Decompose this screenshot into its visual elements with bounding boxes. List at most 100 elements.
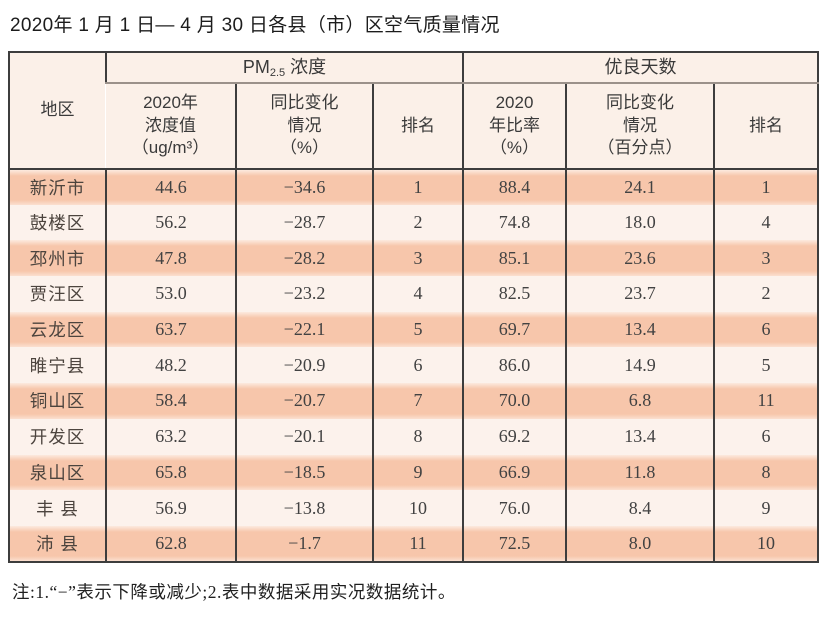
col-header-pm-change: 同比变化 情况 （%） <box>235 83 373 170</box>
footnote: 注:1.“−”表示下降或减少;2.表中数据采用实况数据统计。 <box>12 581 456 602</box>
pm-value-cell: 63.2 <box>105 418 236 455</box>
days-rank-cell: 2 <box>712 276 819 312</box>
table-row: 泉山区 65.8 −18.5 9 66.9 11.8 8 <box>9 454 819 491</box>
pm-change-cell: −28.2 <box>235 240 373 277</box>
days-rank-cell: 5 <box>712 347 819 384</box>
region-cell: 丰 县 <box>9 490 106 526</box>
table-row: 云龙区 63.7 −22.1 5 69.7 13.4 6 <box>9 311 819 348</box>
pm-change-cell: −18.5 <box>235 454 373 491</box>
days-ratio-cell: 72.5 <box>462 525 566 562</box>
region-cell: 新沂市 <box>9 169 106 205</box>
col-header-pm-rank: 排名 <box>372 83 463 170</box>
table-row: 丰 县 56.9 −13.8 10 76.0 8.4 9 <box>9 490 819 526</box>
days-ratio-cell: 76.0 <box>462 490 566 526</box>
days-rank-cell: 8 <box>712 454 819 491</box>
pm-rank-cell: 4 <box>372 276 463 312</box>
table-header: 地区 PM2.5 浓度 优良天数 2020年 浓度值 （ug/m³） 同比变化 … <box>9 52 819 170</box>
pm-change-cell: −13.8 <box>235 490 373 526</box>
pm-rank-cell: 8 <box>372 418 463 455</box>
days-rank-cell: 3 <box>712 240 819 277</box>
pm25-label-prefix: PM <box>242 56 270 77</box>
region-cell: 泉山区 <box>9 454 106 491</box>
days-ratio-cell: 88.4 <box>462 169 566 205</box>
region-cell: 沛 县 <box>9 525 106 562</box>
pm-rank-cell: 9 <box>372 454 463 491</box>
table-body: 新沂市 44.6 −34.6 1 88.4 24.1 1 鼓楼区 56.2 −28.7 2 74.8 1… <box>9 169 819 562</box>
pm-change-cell: −1.7 <box>235 525 373 562</box>
pm-change-cell: −28.7 <box>235 204 373 241</box>
page-title: 2020年 1 月 1 日— 4 月 30 日各县（市）区空气质量情况 <box>10 15 500 36</box>
pm-value-cell: 62.8 <box>105 525 236 562</box>
col-header-pm-value: 2020年 浓度值 （ug/m³） <box>106 83 236 170</box>
pm-change-cell: −22.1 <box>235 311 373 348</box>
region-cell: 开发区 <box>9 418 106 455</box>
pm25-label-suffix: 浓度 <box>285 56 327 77</box>
pm-rank-cell: 3 <box>372 240 463 277</box>
pm-change-cell: −20.9 <box>235 347 373 384</box>
days-ratio-cell: 74.8 <box>462 204 566 241</box>
pm-rank-cell: 6 <box>372 347 463 384</box>
pm-rank-cell: 10 <box>372 490 463 526</box>
pm-change-cell: −34.6 <box>235 169 373 205</box>
pm25-subscript: 2.5 <box>269 66 286 79</box>
days-change-cell: 8.0 <box>565 525 714 562</box>
days-change-cell: 6.8 <box>565 383 714 419</box>
days-change-cell: 13.4 <box>565 418 714 455</box>
pm-value-cell: 58.4 <box>105 383 236 419</box>
col-header-days-ratio: 2020 年比率 （%） <box>462 83 566 170</box>
table-row: 睢宁县 48.2 −20.9 6 86.0 14.9 5 <box>9 347 819 384</box>
days-rank-cell: 10 <box>712 525 819 562</box>
pm-value-cell: 63.7 <box>105 311 236 348</box>
days-change-cell: 23.6 <box>565 240 714 277</box>
region-cell: 鼓楼区 <box>9 204 106 241</box>
days-rank-cell: 6 <box>712 311 819 348</box>
pm-value-cell: 44.6 <box>105 169 236 205</box>
days-rank-cell: 6 <box>712 418 819 455</box>
pm-value-cell: 56.9 <box>105 490 236 526</box>
pm-change-cell: −23.2 <box>235 276 373 312</box>
days-change-cell: 14.9 <box>565 347 714 384</box>
region-cell: 贾汪区 <box>9 276 106 312</box>
table-row: 邳州市 47.8 −28.2 3 85.1 23.6 3 <box>9 240 819 277</box>
pm-value-cell: 47.8 <box>105 240 236 277</box>
pm-change-cell: −20.1 <box>235 418 373 455</box>
air-quality-table: 地区 PM2.5 浓度 优良天数 2020年 浓度值 （ug/m³） 同比变化 … <box>8 51 820 563</box>
col-header-region: 地区 <box>9 52 106 170</box>
days-change-cell: 24.1 <box>565 169 714 205</box>
group-header-pm25: PM2.5 浓度 <box>105 52 463 84</box>
days-rank-cell: 11 <box>712 383 819 419</box>
days-ratio-cell: 86.0 <box>462 347 566 384</box>
table-row: 新沂市 44.6 −34.6 1 88.4 24.1 1 <box>9 169 819 205</box>
days-change-cell: 13.4 <box>565 311 714 348</box>
table-row: 鼓楼区 56.2 −28.7 2 74.8 18.0 4 <box>9 204 819 241</box>
pm-rank-cell: 1 <box>372 169 463 205</box>
region-cell: 铜山区 <box>9 383 106 419</box>
pm-value-cell: 56.2 <box>105 204 236 241</box>
region-cell: 睢宁县 <box>9 347 106 384</box>
group-header-good-days: 优良天数 <box>461 52 819 84</box>
pm-rank-cell: 11 <box>372 525 463 562</box>
days-change-cell: 18.0 <box>565 204 714 241</box>
pm-value-cell: 48.2 <box>105 347 236 384</box>
region-cell: 邳州市 <box>9 240 106 277</box>
days-ratio-cell: 66.9 <box>462 454 566 491</box>
days-rank-cell: 9 <box>712 490 819 526</box>
days-change-cell: 11.8 <box>565 454 714 491</box>
region-cell: 云龙区 <box>9 311 106 348</box>
days-ratio-cell: 85.1 <box>462 240 566 277</box>
days-change-cell: 23.7 <box>565 276 714 312</box>
table-row: 铜山区 58.4 −20.7 7 70.0 6.8 11 <box>9 383 819 419</box>
pm-value-cell: 53.0 <box>105 276 236 312</box>
col-header-days-change: 同比变化 情况 （百分点） <box>565 83 714 170</box>
days-change-cell: 8.4 <box>565 490 714 526</box>
pm-value-cell: 65.8 <box>105 454 236 491</box>
days-ratio-cell: 69.2 <box>462 418 566 455</box>
table-row: 贾汪区 53.0 −23.2 4 82.5 23.7 2 <box>9 276 819 312</box>
pm-rank-cell: 2 <box>372 204 463 241</box>
article-page: 2020年 1 月 1 日— 4 月 30 日各县（市）区空气质量情况 地区 P… <box>8 15 820 602</box>
pm-rank-cell: 5 <box>372 311 463 348</box>
days-ratio-cell: 82.5 <box>462 276 566 312</box>
table-row: 开发区 63.2 −20.1 8 69.2 13.4 6 <box>9 418 819 455</box>
col-header-days-rank: 排名 <box>712 83 819 170</box>
pm-rank-cell: 7 <box>372 383 463 419</box>
